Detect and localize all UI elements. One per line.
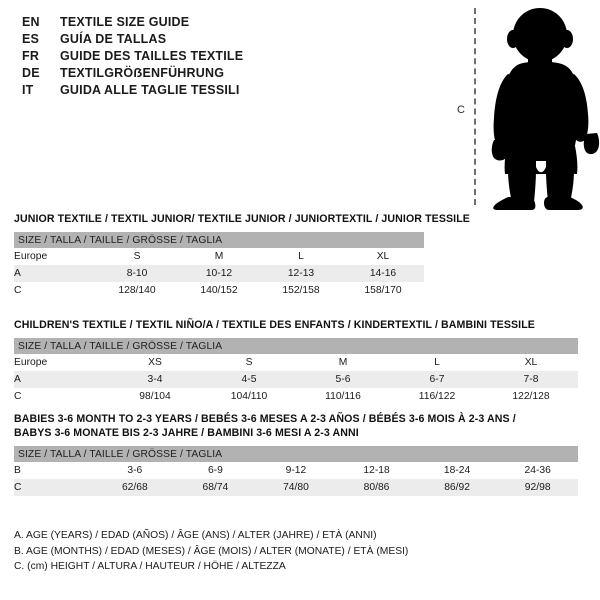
language-code: DE <box>22 66 40 80</box>
legend-line-b: B. AGE (MONTHS) / EDAD (MESES) / ÂGE (MO… <box>14 545 409 557</box>
cell-value: 128/140 <box>96 282 178 299</box>
junior-textile-section: JUNIOR TEXTILE / TEXTIL JUNIOR/ TEXTILE … <box>14 212 470 299</box>
cell-value: 14-16 <box>342 265 424 282</box>
table-row: A 3-4 4-5 5-6 6-7 7-8 <box>14 371 578 388</box>
cell-value: 12-18 <box>336 462 417 479</box>
cell-value: 116/122 <box>390 388 484 405</box>
language-title: GUÍA DE TALLAS <box>60 32 167 46</box>
children-size-table: SIZE / TALLA / TAILLE / GRÖSSE / TAGLIA … <box>14 338 578 405</box>
height-label-c: C <box>457 104 465 116</box>
height-measurement-figure: C <box>448 0 600 215</box>
cell-value: 9-12 <box>255 462 337 479</box>
measurement-legend: A. AGE (YEARS) / EDAD (AÑOS) / ÂGE (ANS)… <box>14 528 534 575</box>
legend-line-c: C. (cm) HEIGHT / ALTURA / HAUTEUR / HÖHE… <box>14 561 286 572</box>
cell-value: 3-6 <box>94 462 176 479</box>
row-label: C <box>14 388 108 405</box>
language-code: IT <box>22 83 34 97</box>
cell-value: 4-5 <box>202 371 296 388</box>
language-code: FR <box>22 49 40 63</box>
junior-size-table: SIZE / TALLA / TAILLE / GRÖSSE / TAGLIA … <box>14 232 424 299</box>
babies-textile-section: BABIES 3-6 MONTH TO 2-3 YEARS / BEBÉS 3-… <box>14 412 578 496</box>
cell-value: 6-9 <box>175 462 256 479</box>
language-title: TEXTILE SIZE GUIDE <box>60 15 190 29</box>
cell-value: 122/128 <box>484 388 578 405</box>
row-label: C <box>14 479 95 496</box>
language-row-en: EN TEXTILE SIZE GUIDE <box>22 14 442 31</box>
cell-value: 86/92 <box>416 479 498 496</box>
table-row: Europe S M L XL <box>14 248 424 265</box>
table-band-row: SIZE / TALLA / TAILLE / GRÖSSE / TAGLIA <box>14 338 578 354</box>
row-label: C <box>14 282 96 299</box>
row-label: A <box>14 371 108 388</box>
cell-value: 98/104 <box>108 388 202 405</box>
babies-size-table: SIZE / TALLA / TAILLE / GRÖSSE / TAGLIA … <box>14 446 578 496</box>
language-row-it: IT GUIDA ALLE TAGLIE TESSILI <box>22 82 442 99</box>
cell-value: S <box>96 248 178 265</box>
legend-line-a: A. AGE (YEARS) / EDAD (AÑOS) / ÂGE (ANS)… <box>14 530 377 541</box>
cell-value: M <box>178 248 260 265</box>
language-row-es: ES GUÍA DE TALLAS <box>22 31 442 48</box>
table-row: Europe XS S M L XL <box>14 354 578 371</box>
row-label: Europe <box>14 354 108 371</box>
cell-value: 24-36 <box>497 462 578 479</box>
cell-value: 104/110 <box>202 388 296 405</box>
table-row: C 128/140 140/152 152/158 158/170 <box>14 282 424 299</box>
table-row: B 3-6 6-9 9-12 12-18 18-24 24-36 <box>14 462 578 479</box>
toddler-silhouette-icon <box>491 8 600 210</box>
cell-value: 74/80 <box>255 479 337 496</box>
cell-value: XS <box>108 354 202 371</box>
table-row: C 98/104 104/110 110/116 116/122 122/128 <box>14 388 578 405</box>
cell-value: 3-4 <box>108 371 202 388</box>
language-title: TEXTILGRÖẞENFÜHRUNG <box>60 66 225 80</box>
cell-value: S <box>202 354 296 371</box>
cell-value: 6-7 <box>390 371 484 388</box>
babies-section-title-line1: BABIES 3-6 MONTH TO 2-3 YEARS / BEBÉS 3-… <box>14 413 516 425</box>
cell-value: 110/116 <box>296 388 390 405</box>
cell-value: M <box>296 354 390 371</box>
language-row-fr: FR GUIDE DES TAILLES TEXTILE <box>22 48 442 65</box>
language-code: ES <box>22 32 40 46</box>
language-header: EN TEXTILE SIZE GUIDE ES GUÍA DE TALLAS … <box>22 14 442 99</box>
table-row: A 8-10 10-12 12-13 14-16 <box>14 265 424 282</box>
children-textile-section: CHILDREN'S TEXTILE / TEXTIL NIÑO/A / TEX… <box>14 318 578 405</box>
size-band-label: SIZE / TALLA / TAILLE / GRÖSSE / TAGLIA <box>14 232 424 248</box>
cell-value: XL <box>484 354 578 371</box>
cell-value: L <box>390 354 484 371</box>
table-row: C 62/68 68/74 74/80 80/86 86/92 92/98 <box>14 479 578 496</box>
language-code: EN <box>22 15 40 29</box>
cell-value: XL <box>342 248 424 265</box>
children-section-title: CHILDREN'S TEXTILE / TEXTIL NIÑO/A / TEX… <box>14 319 535 331</box>
cell-value: 12-13 <box>260 265 342 282</box>
junior-section-title: JUNIOR TEXTILE / TEXTIL JUNIOR/ TEXTILE … <box>14 213 470 225</box>
cell-value: 5-6 <box>296 371 390 388</box>
row-label: A <box>14 265 96 282</box>
cell-value: L <box>260 248 342 265</box>
cell-value: 80/86 <box>336 479 417 496</box>
cell-value: 140/152 <box>178 282 260 299</box>
cell-value: 152/158 <box>260 282 342 299</box>
table-band-row: SIZE / TALLA / TAILLE / GRÖSSE / TAGLIA <box>14 232 424 248</box>
row-label: B <box>14 462 95 479</box>
size-band-label: SIZE / TALLA / TAILLE / GRÖSSE / TAGLIA <box>14 338 578 354</box>
cell-value: 158/170 <box>342 282 424 299</box>
cell-value: 68/74 <box>175 479 256 496</box>
height-dashed-line <box>474 8 476 205</box>
cell-value: 8-10 <box>96 265 178 282</box>
cell-value: 92/98 <box>497 479 578 496</box>
cell-value: 18-24 <box>416 462 498 479</box>
table-band-row: SIZE / TALLA / TAILLE / GRÖSSE / TAGLIA <box>14 446 578 462</box>
cell-value: 10-12 <box>178 265 260 282</box>
cell-value: 62/68 <box>94 479 176 496</box>
language-title: GUIDA ALLE TAGLIE TESSILI <box>60 83 240 97</box>
babies-section-title-line2: BABYS 3-6 MONATE BIS 2-3 JAHRE / BAMBINI… <box>14 427 359 439</box>
language-row-de: DE TEXTILGRÖẞENFÜHRUNG <box>22 65 442 82</box>
row-label: Europe <box>14 248 96 265</box>
cell-value: 7-8 <box>484 371 578 388</box>
size-band-label: SIZE / TALLA / TAILLE / GRÖSSE / TAGLIA <box>14 446 578 462</box>
language-title: GUIDE DES TAILLES TEXTILE <box>60 49 244 63</box>
